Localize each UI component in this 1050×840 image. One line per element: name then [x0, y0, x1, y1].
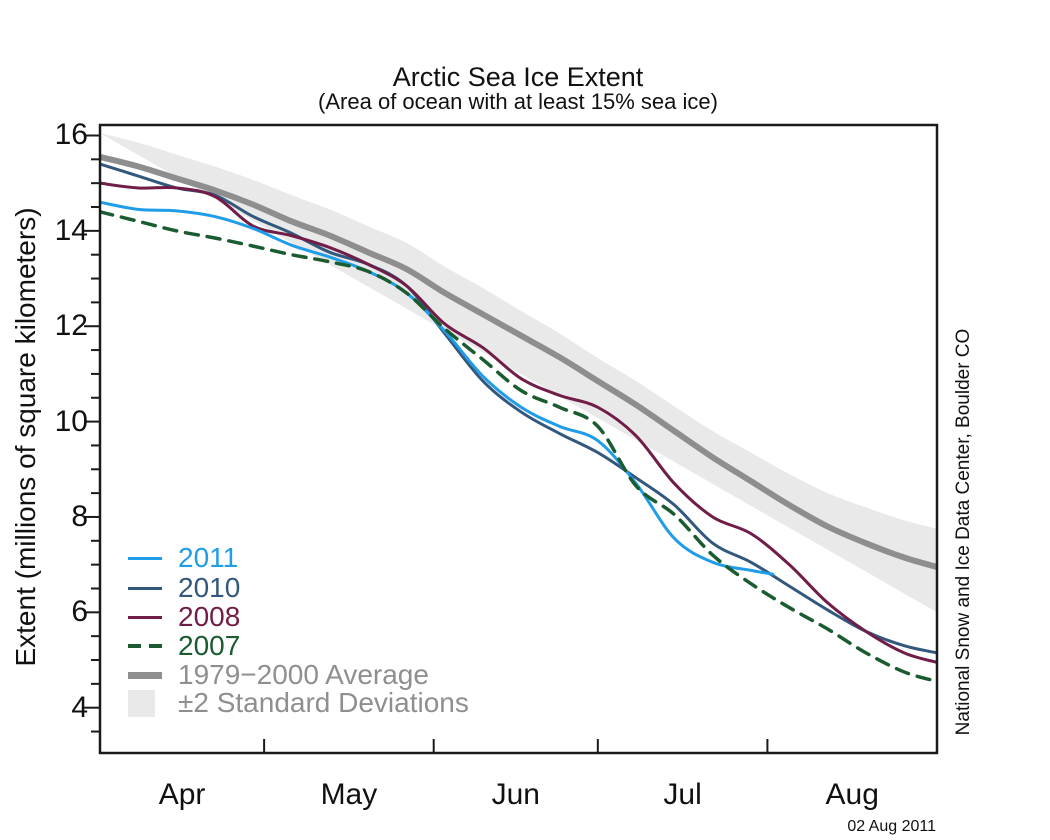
legend-item-2010: 2010 — [0, 573, 480, 603]
x-tick-label: Apr — [158, 778, 206, 811]
series-line-2010 — [100, 162, 937, 655]
legend-swatch — [128, 556, 162, 560]
datestamp: 02 Aug 2011 — [847, 818, 936, 835]
y-tick-label: 16 — [54, 118, 88, 152]
y-tick-label: 14 — [54, 213, 88, 247]
legend-swatch — [128, 671, 162, 679]
legend-label: 2007 — [178, 630, 241, 661]
legend-label: 2011 — [178, 542, 239, 573]
y-tick-label: 4 — [71, 690, 88, 724]
legend-item-2011: 2011 — [0, 543, 480, 573]
legend-swatch — [128, 689, 155, 717]
x-tick-label: Jul — [663, 778, 702, 811]
series-line-2011 — [100, 200, 775, 576]
legend-swatch — [128, 644, 162, 648]
legend-swatch — [128, 586, 162, 590]
series-line-2007 — [100, 210, 937, 684]
y-tick-label: 12 — [54, 309, 88, 343]
y-tick-label: 8 — [71, 499, 88, 533]
plot-frame — [98, 123, 939, 755]
legend-swatch — [128, 615, 162, 619]
x-tick-label: Aug — [825, 778, 879, 811]
legend-item-1979-2000-average: 1979−2000 Average — [0, 660, 480, 690]
legend-label: ±2 Standard Deviations — [178, 687, 469, 718]
plot-area — [100, 133, 937, 684]
series-line-2008 — [100, 181, 937, 664]
series-line-1979-2000-average — [100, 153, 937, 571]
legend-item--2-standard-deviations: ±2 Standard Deviations — [0, 688, 480, 718]
chart-subtitle: (Area of ocean with at least 15% sea ice… — [318, 89, 718, 114]
watermark-nsidc: National Snow and Ice Data Center, Bould… — [953, 328, 974, 736]
x-tick-label: Jun — [491, 778, 540, 811]
legend-label: 1979−2000 Average — [178, 659, 429, 690]
legend-item-2007: 2007 — [0, 631, 480, 661]
axes — [84, 123, 939, 755]
chart-title: Arctic Sea Ice Extent — [392, 62, 644, 92]
legend-label: 2010 — [178, 572, 241, 603]
y-tick-label: 10 — [54, 404, 88, 438]
legend-label: 2008 — [178, 601, 241, 632]
legend-item-2008: 2008 — [0, 602, 480, 632]
x-tick-label: May — [320, 778, 378, 811]
std-deviation-band — [100, 133, 937, 613]
y-tick-label: 6 — [71, 595, 88, 629]
